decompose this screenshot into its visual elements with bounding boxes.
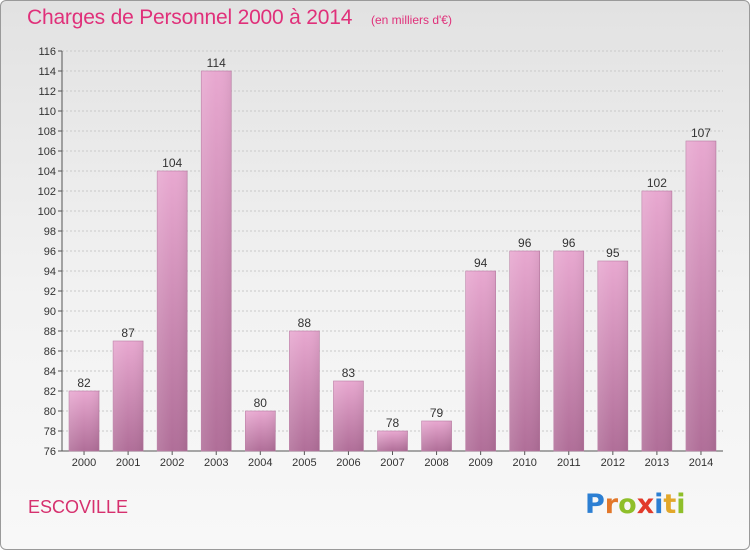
x-tick-label: 2013	[645, 457, 669, 469]
logo-letter: i	[676, 489, 686, 520]
bar-shine	[597, 261, 628, 451]
logo-letter: r	[604, 489, 619, 520]
y-tick-label: 92	[44, 286, 56, 298]
y-tick-label: 106	[38, 146, 56, 158]
y-tick-label: 112	[38, 86, 56, 98]
y-tick-label: 108	[38, 126, 56, 138]
data-label: 96	[562, 236, 576, 250]
data-label: 95	[606, 246, 620, 260]
x-tick-label: 2000	[72, 457, 96, 469]
y-tick-label: 80	[44, 406, 56, 418]
x-tick-label: 2007	[380, 457, 404, 469]
logo-letter: P	[585, 489, 605, 520]
y-tick-label: 98	[44, 226, 56, 238]
data-label: 88	[298, 316, 312, 330]
x-tick-label: 2008	[424, 457, 448, 469]
data-label: 104	[162, 156, 182, 170]
x-tick-label: 2002	[160, 457, 184, 469]
bar-shine	[641, 191, 672, 451]
logo-letter: x	[636, 489, 655, 520]
bar-shine	[465, 271, 496, 451]
x-tick-label: 2012	[601, 457, 625, 469]
bar-shine	[685, 141, 716, 451]
proxiti-logo[interactable]: Proxiti	[585, 489, 686, 520]
chart-subtitle: (en milliers d'€)	[371, 13, 452, 27]
data-label: 87	[121, 326, 135, 340]
bar-shine	[421, 421, 452, 451]
y-tick-label: 96	[44, 246, 56, 258]
logo-letter: t	[663, 489, 677, 520]
logo-letter: i	[654, 489, 664, 520]
x-tick-label: 2010	[512, 457, 536, 469]
x-tick-label: 2011	[557, 457, 581, 469]
chart-title: Charges de Personnel 2000 à 2014	[27, 6, 353, 29]
bar-shine	[377, 431, 408, 451]
data-labels: 82 87 104 114 80 88 83 78 79 94 96 96 95 102 107	[77, 56, 711, 430]
y-tick-label: 116	[38, 46, 56, 58]
x-tick-label: 2014	[689, 457, 713, 469]
data-label: 96	[518, 236, 532, 250]
bar-shine	[553, 251, 584, 451]
y-tick-label: 90	[44, 306, 56, 318]
data-label: 102	[647, 176, 667, 190]
y-tick-label: 84	[44, 366, 56, 378]
x-tick-label: 2009	[468, 457, 492, 469]
data-label: 94	[474, 256, 488, 270]
x-tick-label: 2003	[204, 457, 228, 469]
data-label: 79	[430, 406, 444, 420]
y-tick-label: 94	[44, 266, 56, 278]
bar-shine	[509, 251, 540, 451]
bar-shine	[333, 381, 364, 451]
data-label: 114	[207, 56, 226, 70]
bar-shine	[201, 71, 232, 451]
bar-shine	[157, 171, 188, 451]
bar-shine	[245, 411, 276, 451]
y-tick-label: 86	[44, 346, 56, 358]
data-label: 80	[254, 396, 268, 410]
y-tick-label: 102	[38, 186, 56, 198]
data-label: 82	[77, 376, 91, 390]
data-label: 78	[386, 416, 400, 430]
commune-name: ESCOVILLE	[28, 497, 129, 517]
logo-letter: o	[618, 489, 637, 520]
y-tick-label: 110	[38, 106, 56, 118]
y-tick-label: 76	[44, 446, 56, 458]
x-tick-label: 2006	[336, 457, 360, 469]
data-label: 83	[342, 366, 356, 380]
bar-shine	[289, 331, 320, 451]
x-tick-label: 2004	[248, 457, 272, 469]
y-tick-label: 88	[44, 326, 56, 338]
bars	[68, 70, 717, 452]
x-tick-label: 2001	[116, 457, 140, 469]
y-tick-label: 82	[44, 386, 56, 398]
y-tick-label: 100	[38, 206, 56, 218]
y-tick-label: 114	[38, 66, 56, 78]
x-tick-label: 2005	[292, 457, 316, 469]
data-label: 107	[691, 126, 711, 140]
bar-shine	[69, 391, 100, 451]
y-tick-label: 78	[44, 426, 56, 438]
y-tick-label: 104	[38, 166, 56, 178]
bar-shine	[113, 341, 144, 451]
